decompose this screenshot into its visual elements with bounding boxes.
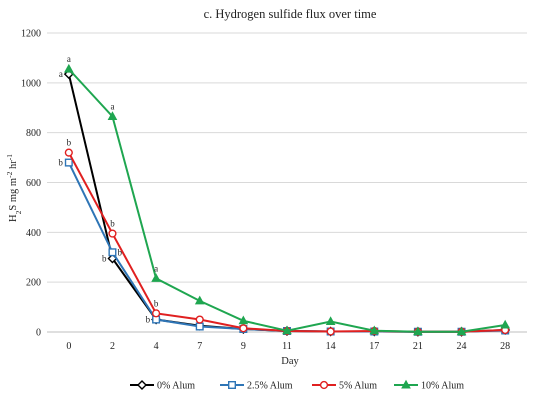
legend-item-1: 2.5% Alum	[220, 381, 293, 392]
legend: 0% Alum 2.5% Alum 5% Alum 10% Alum	[130, 379, 464, 392]
data-point-3-6	[325, 316, 336, 326]
data-point-2-4	[239, 324, 248, 333]
data-point-3-8	[413, 326, 423, 336]
y-axis-label-part: S mg m	[8, 178, 19, 211]
legend-marker-0	[137, 380, 147, 390]
legend-marker-2	[319, 380, 329, 390]
y-axis-ticks: 0 200 400 600 800 1000 1200	[21, 29, 41, 339]
legend-label-1: 2.5% Alum	[247, 381, 293, 392]
y-axis-label-part: 2	[14, 210, 23, 214]
data-point-2-1	[108, 229, 117, 238]
legend-item-2: 5% Alum	[312, 381, 377, 392]
x-tick-label-7: 7	[197, 341, 202, 352]
x-tick-label-0: 0	[66, 341, 71, 352]
data-point-3-3	[194, 295, 205, 305]
y-tick-label-1200: 1200	[21, 29, 41, 40]
data-point-3-9	[456, 326, 467, 336]
legend-marker-3	[401, 379, 411, 389]
data-point-1-1	[108, 248, 117, 257]
x-axis-label: Day	[281, 356, 299, 367]
significance-letter: b	[110, 219, 115, 229]
data-point-3-1	[107, 111, 118, 120]
significance-letter: a	[67, 54, 71, 64]
x-tick-label-4: 4	[154, 341, 159, 352]
x-tick-label-21: 21	[413, 341, 423, 352]
y-tick-label-800: 800	[26, 128, 41, 139]
significance-letter: b	[58, 158, 63, 168]
significance-letter: b	[102, 253, 107, 263]
data-point-2-0	[64, 148, 73, 157]
gridlines	[47, 32, 527, 333]
legend-item-3: 10% Alum	[394, 379, 464, 392]
data-point-2-6	[326, 327, 335, 336]
data-point-3-4	[238, 315, 249, 325]
y-tick-label-1000: 1000	[21, 78, 41, 89]
significance-letter: b	[154, 298, 159, 308]
legend-marker-1	[227, 381, 236, 390]
data-point-3-7	[369, 325, 380, 335]
x-axis-ticks: 0 2 4 7 9 11 14 17 21 24 28	[66, 341, 510, 352]
data-point-1-0	[64, 158, 73, 167]
legend-label-2: 5% Alum	[339, 381, 377, 392]
significance-letter: b	[146, 315, 151, 325]
x-tick-label-14: 14	[326, 341, 336, 352]
chart-title: c. Hydrogen sulfide flux over time	[204, 7, 377, 21]
y-tick-label-200: 200	[26, 278, 41, 289]
data-point-3-10	[500, 319, 511, 329]
significance-letter: a	[110, 101, 114, 111]
significance-letter: a	[154, 263, 158, 273]
x-tick-label-17: 17	[369, 341, 379, 352]
significance-letter: b	[67, 138, 72, 148]
y-axis-label-part: H	[8, 214, 19, 222]
y-axis-label-part: hr	[8, 160, 19, 172]
y-tick-label-0: 0	[36, 328, 41, 339]
x-tick-label-2: 2	[110, 341, 115, 352]
series-3	[63, 63, 511, 336]
y-tick-label-600: 600	[26, 178, 41, 189]
y-tick-label-400: 400	[26, 228, 41, 239]
x-tick-label-11: 11	[282, 341, 292, 352]
legend-label-0: 0% Alum	[157, 381, 195, 392]
data-point-2-2	[151, 309, 161, 318]
legend-item-0: 0% Alum	[130, 380, 195, 392]
series-layer	[63, 63, 511, 337]
data-point-3-5	[282, 325, 292, 335]
x-tick-label-24: 24	[457, 341, 467, 352]
data-point-3-0	[63, 63, 74, 73]
significance-letter: b	[117, 247, 122, 257]
significance-letter: a	[59, 69, 63, 79]
y-axis-label-part: -1	[5, 154, 14, 160]
y-axis-label-part: -2	[5, 171, 14, 177]
data-point-1-3	[195, 322, 204, 331]
x-tick-label-28: 28	[500, 341, 510, 352]
legend-label-3: 10% Alum	[421, 381, 464, 392]
x-tick-label-9: 9	[241, 341, 246, 352]
data-point-3-2	[151, 273, 161, 282]
y-axis-label: H2S mg m-2 hr-1	[5, 154, 23, 222]
data-point-2-3	[195, 315, 204, 324]
